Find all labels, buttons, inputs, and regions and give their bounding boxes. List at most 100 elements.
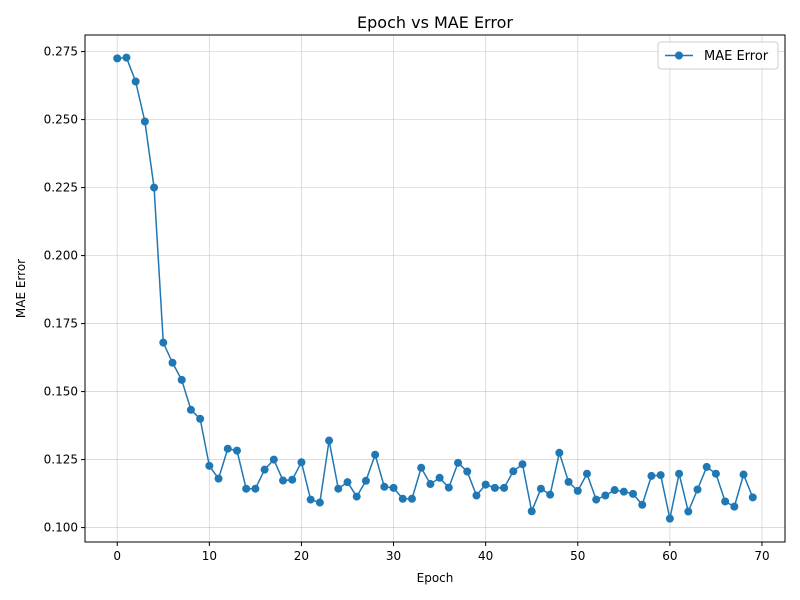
- data-point: [730, 502, 739, 511]
- y-tick-label: 0.250: [44, 113, 78, 127]
- y-tick-label: 0.150: [44, 385, 78, 399]
- data-point: [592, 495, 601, 504]
- x-tick-label: 30: [386, 549, 401, 563]
- y-tick-label: 0.175: [44, 317, 78, 331]
- data-point: [675, 469, 684, 478]
- y-tick-label: 0.125: [44, 453, 78, 467]
- data-point: [619, 487, 628, 496]
- data-point: [472, 491, 481, 500]
- series-line: [117, 56, 754, 520]
- data-point: [159, 338, 168, 347]
- data-point: [435, 473, 444, 482]
- x-axis-label: Epoch: [417, 571, 454, 585]
- data-point: [426, 480, 435, 489]
- data-point: [656, 471, 665, 480]
- x-tick-label: 20: [294, 549, 309, 563]
- grid: [85, 35, 785, 542]
- data-point: [177, 375, 186, 384]
- data-point: [647, 471, 656, 480]
- plot-area: [85, 35, 785, 542]
- chart-title: Epoch vs MAE Error: [357, 13, 513, 32]
- data-point: [223, 444, 232, 453]
- y-tick-label: 0.275: [44, 45, 78, 59]
- data-point: [352, 492, 361, 501]
- data-point: [398, 494, 407, 503]
- legend: MAE Error: [657, 41, 779, 70]
- data-point: [564, 477, 573, 486]
- x-tick-label: 10: [202, 549, 217, 563]
- data-point: [463, 467, 472, 476]
- series-layer: [113, 53, 757, 523]
- legend-marker: [675, 51, 683, 60]
- data-point: [582, 469, 591, 478]
- data-point: [527, 507, 536, 516]
- data-point: [131, 77, 140, 86]
- data-point: [739, 470, 748, 479]
- data-point: [490, 483, 499, 492]
- data-point: [509, 467, 518, 476]
- x-tick-label: 0: [113, 549, 121, 563]
- data-point: [113, 54, 122, 63]
- data-point: [140, 117, 149, 126]
- data-point: [315, 498, 324, 507]
- data-point: [454, 458, 463, 467]
- data-point: [343, 478, 352, 487]
- data-point: [629, 489, 638, 498]
- data-point: [150, 183, 159, 192]
- data-point: [325, 436, 334, 445]
- data-point: [500, 483, 509, 492]
- legend-label: MAE Error: [704, 49, 769, 64]
- x-tick-label: 50: [570, 549, 585, 563]
- data-point: [389, 483, 398, 492]
- data-point: [748, 493, 757, 502]
- data-point: [665, 514, 674, 523]
- data-point: [306, 495, 315, 504]
- data-point: [260, 465, 269, 474]
- data-point: [684, 507, 693, 516]
- data-point: [702, 462, 711, 471]
- y-tick-label: 0.225: [44, 181, 78, 195]
- data-point: [361, 476, 370, 485]
- data-point: [601, 491, 610, 500]
- data-point: [334, 484, 343, 493]
- data-point: [518, 460, 527, 469]
- data-point: [269, 455, 278, 464]
- data-point: [242, 484, 251, 493]
- data-point: [417, 463, 426, 472]
- y-axis-label: MAE Error: [14, 259, 28, 318]
- data-point: [693, 485, 702, 494]
- data-point: [536, 484, 545, 493]
- ticks: 0 10 20 30 40 50 60 70 0.100 0.125 0.150 0.175 0.200…: [44, 45, 770, 563]
- data-point: [721, 497, 730, 506]
- y-tick-label: 0.200: [44, 249, 78, 263]
- data-point: [371, 450, 380, 459]
- data-point: [279, 476, 288, 485]
- data-point: [380, 482, 389, 491]
- data-point: [297, 458, 306, 467]
- data-point: [444, 483, 453, 492]
- legend-box: [657, 41, 779, 70]
- x-tick-label: 60: [662, 549, 677, 563]
- data-point: [232, 446, 241, 455]
- data-point: [214, 474, 223, 483]
- data-point: [711, 469, 720, 478]
- data-point: [196, 414, 205, 423]
- data-point: [186, 405, 195, 414]
- data-point: [407, 494, 416, 503]
- data-point: [555, 448, 564, 457]
- data-point: [122, 53, 131, 62]
- data-point: [638, 500, 647, 509]
- data-point: [546, 490, 555, 499]
- data-point: [610, 486, 619, 495]
- x-tick-label: 40: [478, 549, 493, 563]
- data-point: [288, 475, 297, 484]
- plot-frame: [84, 34, 786, 543]
- data-point: [205, 461, 214, 470]
- data-point: [251, 484, 260, 493]
- data-point: [168, 358, 177, 367]
- data-point: [573, 486, 582, 495]
- x-tick-label: 70: [754, 549, 769, 563]
- data-point: [481, 480, 490, 489]
- y-tick-label: 0.100: [44, 521, 78, 535]
